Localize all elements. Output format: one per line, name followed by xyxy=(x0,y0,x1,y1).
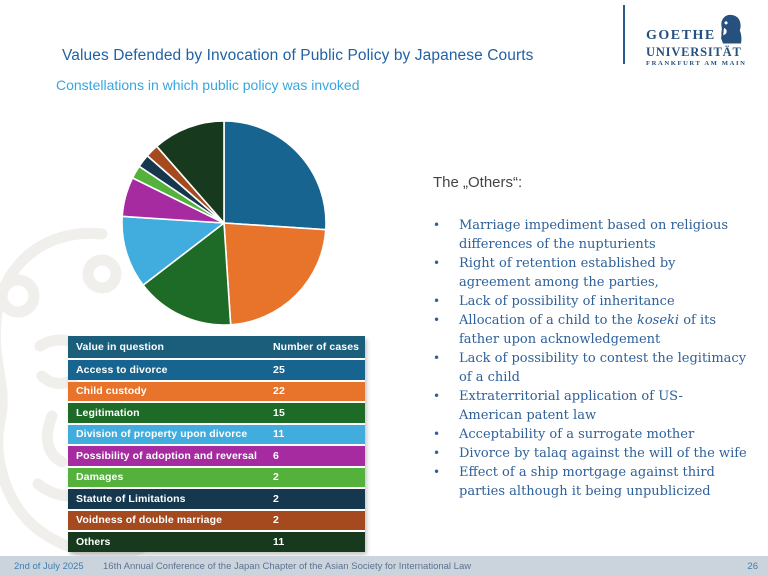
table-header-value-in-question: Value in question xyxy=(76,341,165,353)
table-cell-label: Voidness of double marriage xyxy=(76,514,223,527)
goethe-head-icon xyxy=(720,14,742,44)
others-heading: The „Others“: xyxy=(433,174,523,191)
cases-table: Value in question Number of cases Access… xyxy=(68,336,365,552)
others-list-item: • Marriage impediment based on religious d… xyxy=(433,216,755,254)
table-row: Child custody 22 xyxy=(68,381,365,401)
table-row: Access to divorce 25 xyxy=(68,360,365,380)
table-header-number-of-cases: Number of cases xyxy=(273,341,360,353)
table-cell-value: 15 xyxy=(273,406,285,419)
table-row: Statute of Limitations 2 xyxy=(68,489,365,509)
table-cell-value: 2 xyxy=(273,471,279,484)
table-cell-label: Others xyxy=(76,535,111,548)
others-list-item: • Effect of a ship mortgage against third… xyxy=(433,463,755,501)
bullet-icon: • xyxy=(433,351,441,365)
goethe-university-logo: GOETHE UNIVERSITÄT FRANKFURT AM MAIN xyxy=(646,14,754,68)
pie-slice xyxy=(121,215,225,286)
logo-separator-line xyxy=(623,5,625,64)
public-policy-pie-chart xyxy=(121,120,327,326)
table-row: Division of property upon divorce 11 xyxy=(68,424,365,444)
table-cell-value: 2 xyxy=(273,492,279,505)
table-cell-value: 11 xyxy=(273,428,285,441)
table-row: Voidness of double marriage 2 xyxy=(68,510,365,530)
others-item-text: Acceptability of a surrogate mother xyxy=(459,427,695,442)
others-item-text: Extraterritorial application of US- Ameri… xyxy=(459,389,683,423)
footer-conference-title: 16th Annual Conference of the Japan Chap… xyxy=(103,560,472,572)
logo-goethe-text: GOETHE xyxy=(646,28,716,43)
pie-slice xyxy=(223,120,327,231)
others-item-text: Lack of possibility of inheritance xyxy=(459,294,675,309)
table-cell-value: 2 xyxy=(273,514,279,527)
table-cell-value: 6 xyxy=(273,449,279,462)
bullet-icon: • xyxy=(433,313,441,327)
pie-slice xyxy=(155,120,225,224)
bullet-icon: • xyxy=(433,446,441,460)
others-list-item: • Extraterritorial application of US- Amer… xyxy=(433,387,755,425)
others-item-text: Right of retention established by agreeme… xyxy=(459,256,676,290)
others-item-text: Marriage impediment based on religious di… xyxy=(459,218,729,252)
others-item-text: Effect of a ship mortgage against third p… xyxy=(459,465,715,499)
bullet-icon: • xyxy=(433,294,441,308)
logo-universitaet-text: UNIVERSITÄT xyxy=(646,45,742,59)
bullet-icon: • xyxy=(433,218,441,232)
page-title: Values Defended by Invocation of Public … xyxy=(62,47,534,64)
others-list: • Marriage impediment based on religious d… xyxy=(433,216,755,501)
table-row: Possibility of adoption and reversal 6 xyxy=(68,446,365,466)
pie-slice xyxy=(223,222,327,326)
footer-bar: 2nd of July 2025 16th Annual Conference … xyxy=(0,556,768,576)
others-list-item: • Lack of possibility of inheritance xyxy=(433,292,755,311)
table-cell-label: Damages xyxy=(76,471,124,484)
table-cell-label: Access to divorce xyxy=(76,363,168,376)
bullet-icon: • xyxy=(433,465,441,479)
table-row: Legitimation 15 xyxy=(68,403,365,423)
bullet-icon: • xyxy=(433,427,441,441)
table-header-row: Value in question Number of cases xyxy=(68,336,365,358)
others-item-text: Allocation of a child to the koseki of i… xyxy=(459,313,717,347)
pie-slice xyxy=(142,222,232,326)
table-cell-label: Division of property upon divorce xyxy=(76,428,248,441)
others-list-item: • Allocation of a child to the koseki of … xyxy=(433,311,755,349)
table-row: Others 11 xyxy=(68,532,365,552)
table-cell-value: 11 xyxy=(273,535,285,548)
slide-subtitle: Constellations in which public policy wa… xyxy=(56,77,360,93)
table-cell-label: Child custody xyxy=(76,385,147,398)
table-cell-value: 25 xyxy=(273,363,285,376)
table-row: Damages 2 xyxy=(68,467,365,487)
bullet-icon: • xyxy=(433,256,441,270)
others-list-item: • Divorce by talaq against the will of th… xyxy=(433,444,755,463)
others-list-item: • Right of retention established by agreem… xyxy=(433,254,755,292)
footer-page-number: 26 xyxy=(747,560,758,572)
table-cell-label: Legitimation xyxy=(76,406,140,419)
others-list-item: • Acceptability of a surrogate mother xyxy=(433,425,755,444)
others-item-text: Lack of possibility to contest the legit… xyxy=(459,351,747,385)
footer-date: 2nd of July 2025 xyxy=(14,560,84,572)
others-item-text: Divorce by talaq against the will of the… xyxy=(459,446,747,461)
others-list-item: • Lack of possibility to contest the legi… xyxy=(433,349,755,387)
table-cell-value: 22 xyxy=(273,385,285,398)
table-cell-label: Statute of Limitations xyxy=(76,492,186,505)
bullet-icon: • xyxy=(433,389,441,403)
table-cell-label: Possibility of adoption and reversal xyxy=(76,449,257,462)
logo-frankfurt-text: FRANKFURT AM MAIN xyxy=(646,60,747,67)
